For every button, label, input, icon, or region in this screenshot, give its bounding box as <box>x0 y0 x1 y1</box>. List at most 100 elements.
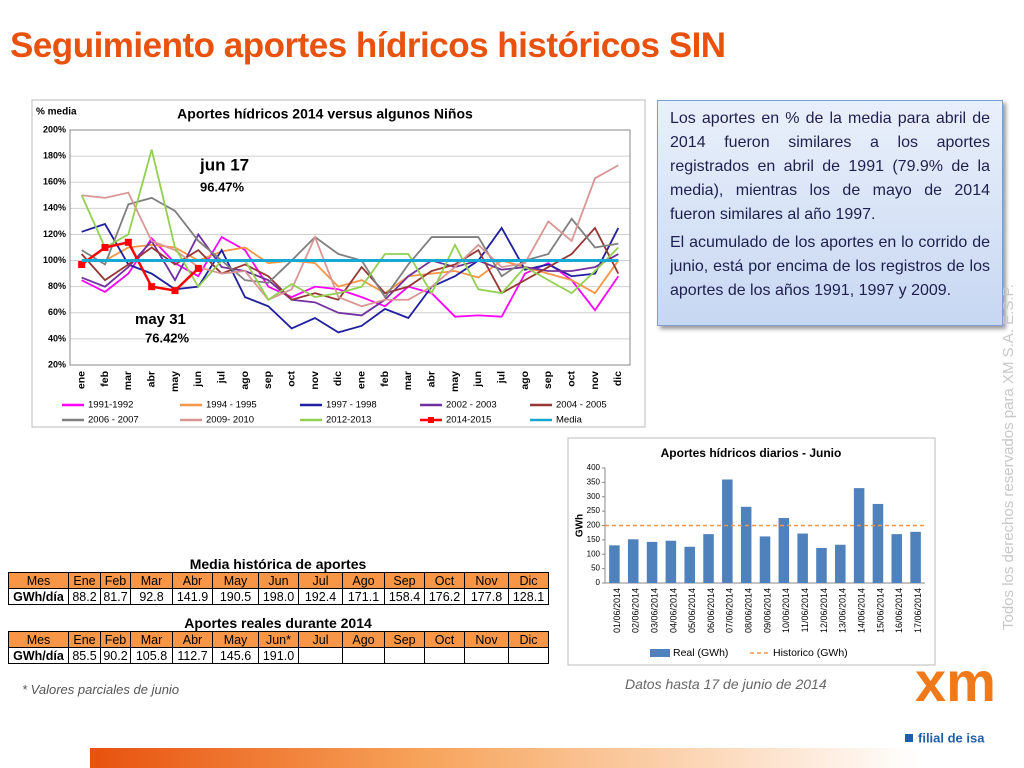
table-cell: Ene <box>68 572 101 589</box>
logo-tagline: filial de isa <box>918 730 985 745</box>
y-tick-label: 40% <box>48 333 66 343</box>
annotation: may 31 <box>135 311 186 328</box>
bottom-band <box>90 748 920 768</box>
table-cell: Dic <box>508 572 549 589</box>
x-tick-label: dic <box>612 371 624 386</box>
y-axis-label: GWh <box>575 514 586 537</box>
series-line <box>80 149 619 301</box>
table-cell <box>342 647 385 664</box>
x-tick-label: feb <box>99 371 111 387</box>
table-row: Mes Ene Feb Mar Abr May Jun Jul Ago Sep Oct Nov Dic <box>8 572 549 589</box>
x-tick-label: mar <box>402 371 414 390</box>
x-tick-label: oct <box>565 370 577 386</box>
x-tick-label: ene <box>355 371 367 389</box>
legend-label: 2002 - 2003 <box>446 400 497 411</box>
table-cell <box>508 647 549 664</box>
table-cell: Oct <box>424 572 465 589</box>
table-cell: Oct <box>424 631 465 648</box>
bar <box>797 533 808 583</box>
slide-title: Seguimiento aportes hídricos históricos … <box>10 26 726 65</box>
x-tick-label: 02/06/2014 <box>631 588 641 633</box>
table-cell: May <box>212 572 259 589</box>
legend-label: 2004 - 2005 <box>556 400 607 411</box>
table: Mes Ene Feb Mar Abr May Jun* Jul Ago Sep Oct Nov Dic… <box>8 631 549 664</box>
table-cell: 141.9 <box>172 588 213 605</box>
table-cell: Abr <box>172 631 213 648</box>
table-cell: 171.1 <box>342 588 385 605</box>
legend-label: 2014-2015 <box>446 415 491 426</box>
bar <box>910 531 921 583</box>
legend-label: 1994 - 1995 <box>206 400 257 411</box>
y-tick-label: 120% <box>43 229 66 239</box>
table-cell: 176.2 <box>424 588 465 605</box>
bar <box>759 536 771 583</box>
x-tick-label: 10/06/2014 <box>781 588 791 633</box>
table-cell: Jun* <box>258 631 299 648</box>
legend-label: Historico (GWh) <box>773 647 848 659</box>
x-tick-label: jul <box>495 371 507 384</box>
legend-label: 1997 - 1998 <box>326 400 377 411</box>
plot-area <box>69 129 631 366</box>
tables: Media histórica de aportes Mes Ene Feb Mar Ab… <box>8 556 549 664</box>
bar <box>872 503 884 583</box>
table-cell: Dic <box>508 631 549 648</box>
point-marker <box>148 283 156 291</box>
y-tick-label: 20% <box>48 359 66 369</box>
table-cell <box>464 647 509 664</box>
table-cell: 105.8 <box>130 647 173 664</box>
table-cell: May <box>212 631 259 648</box>
x-tick-label: 03/06/2014 <box>649 588 659 633</box>
table-cell: Abr <box>172 572 213 589</box>
annotation: 96.47% <box>200 179 245 194</box>
bar <box>740 506 752 583</box>
table-cell: 90.2 <box>100 647 131 664</box>
bar <box>722 479 733 583</box>
series-line <box>81 232 619 317</box>
point-marker <box>101 244 109 251</box>
point-marker <box>78 260 86 268</box>
x-tick-label: nov <box>309 371 321 390</box>
x-tick-label: ago <box>239 371 251 390</box>
table-cell: Jul <box>298 572 343 589</box>
x-tick-label: 12/06/2014 <box>819 588 829 633</box>
bar <box>646 541 658 583</box>
table-cell: 190.5 <box>212 588 259 605</box>
table-cell: Feb <box>100 572 131 589</box>
table-row: Mes Ene Feb Mar Abr May Jun* Jul Ago Sep Oct Nov Dic <box>8 631 549 648</box>
y-tick-label: 400 <box>587 463 601 472</box>
y-tick-label: 100 <box>587 549 601 558</box>
table-cell: Sep <box>384 631 425 648</box>
table-cell: 192.4 <box>298 588 343 605</box>
point-marker <box>124 238 132 246</box>
x-tick-label: 15/06/2014 <box>875 588 885 633</box>
bar <box>665 540 677 583</box>
x-tick-label: abr <box>145 371 157 387</box>
table-cell: 191.0 <box>258 647 299 664</box>
table-cell: Mar <box>130 572 173 589</box>
point-marker <box>171 287 179 295</box>
y-tick-label: 180% <box>43 150 66 160</box>
table-cell: Nov <box>464 572 509 589</box>
x-tick-label: ago <box>519 371 531 390</box>
table-cell: 81.7 <box>100 588 131 605</box>
legend-label: Real (GWh) <box>673 647 728 659</box>
y-tick-label: 150 <box>587 535 601 544</box>
footnote: * Valores parciales de junio <box>22 682 180 697</box>
x-tick-label: 14/06/2014 <box>856 588 866 633</box>
table-cell <box>424 647 465 664</box>
table-cell: Feb <box>100 631 131 648</box>
paragraph: Los aportes en % de la media para abril … <box>670 110 990 223</box>
y-tick-label: 350 <box>587 477 601 486</box>
bar <box>627 539 639 583</box>
x-tick-label: mar <box>122 371 134 390</box>
y-tick-label: 200 <box>587 521 601 530</box>
table-row: GWh/día 88.2 81.7 92.8 141.9 190.5 198.0 192.4 1… <box>8 588 549 605</box>
y-tick-label: 300 <box>587 492 601 501</box>
y-tick-label: 60% <box>48 307 66 317</box>
series-line <box>81 164 619 308</box>
x-tick-label: oct <box>285 370 297 386</box>
x-tick-label: feb <box>379 371 391 387</box>
x-tick-label: 11/06/2014 <box>800 588 810 632</box>
